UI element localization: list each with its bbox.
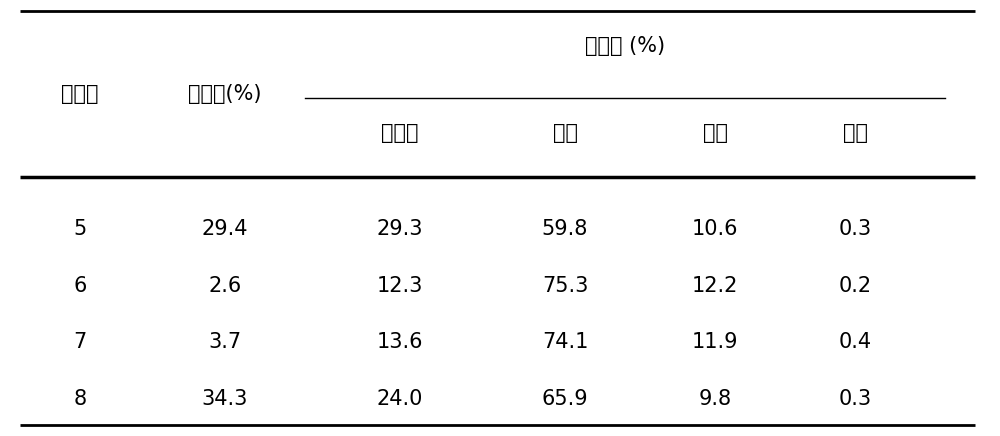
Text: 11.9: 11.9 [692, 332, 738, 352]
Text: 3.7: 3.7 [208, 332, 242, 352]
Text: 29.3: 29.3 [377, 219, 423, 239]
Text: 0.4: 0.4 [838, 332, 872, 352]
Text: 0.3: 0.3 [838, 389, 872, 409]
Text: 12.3: 12.3 [377, 276, 423, 296]
Text: 75.3: 75.3 [542, 276, 588, 296]
Text: 34.3: 34.3 [202, 389, 248, 409]
Text: 9.8: 9.8 [698, 389, 732, 409]
Text: 10.6: 10.6 [692, 219, 738, 239]
Text: 59.8: 59.8 [542, 219, 588, 239]
Text: 选择性 (%): 选择性 (%) [585, 36, 665, 56]
Text: 29.4: 29.4 [202, 219, 248, 239]
Text: 13.6: 13.6 [377, 332, 423, 352]
Text: 乙烷: 乙烷 [842, 123, 868, 143]
Text: 6: 6 [73, 276, 87, 296]
Text: 5: 5 [73, 219, 87, 239]
Text: 65.9: 65.9 [542, 389, 588, 409]
Text: 转化率(%): 转化率(%) [188, 84, 262, 104]
Text: 2.6: 2.6 [208, 276, 242, 296]
Text: 丙烯醇: 丙烯醇 [381, 123, 419, 143]
Text: 丙醇: 丙醇 [702, 123, 728, 143]
Text: 8: 8 [73, 389, 87, 409]
Text: 7: 7 [73, 332, 87, 352]
Text: 0.3: 0.3 [838, 219, 872, 239]
Text: 丙醛: 丙醛 [552, 123, 578, 143]
Text: 12.2: 12.2 [692, 276, 738, 296]
Text: 24.0: 24.0 [377, 389, 423, 409]
Text: 实施例: 实施例 [61, 84, 99, 104]
Text: 74.1: 74.1 [542, 332, 588, 352]
Text: 0.2: 0.2 [838, 276, 872, 296]
